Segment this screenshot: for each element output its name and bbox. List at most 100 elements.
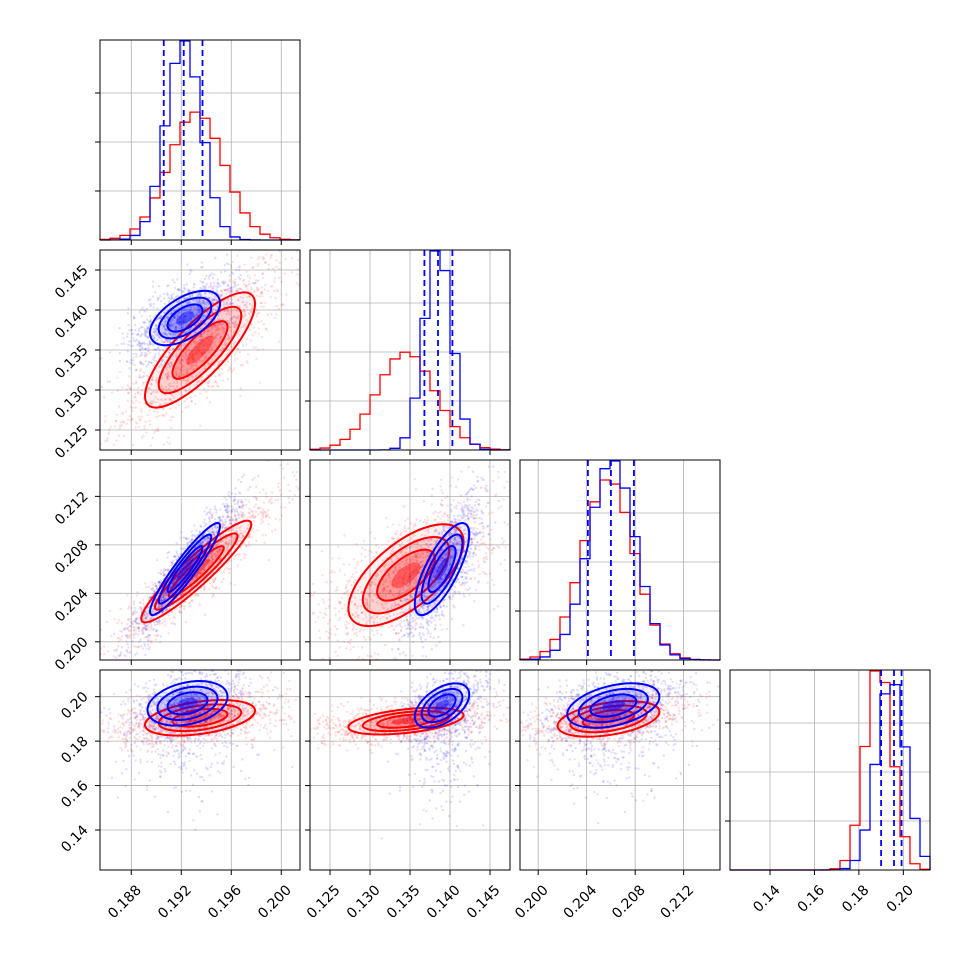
scatter-point-red: [233, 282, 236, 285]
scatter-point-blue: [247, 312, 251, 315]
scatter-point-red: [277, 486, 280, 489]
scatter-point-blue: [222, 282, 225, 285]
scatter-point-red: [170, 361, 173, 364]
scatter-point-red: [135, 399, 138, 402]
scatter-point-blue: [190, 530, 193, 533]
scatter-point-blue: [152, 348, 155, 352]
scatter-point-blue: [228, 553, 231, 556]
scatter-point-red: [417, 556, 421, 559]
scatter-point-blue: [220, 526, 223, 529]
scatter-point-blue: [216, 324, 220, 327]
scatter-point-red: [205, 559, 208, 562]
scatter-point-red: [221, 318, 225, 321]
scatter-point-blue: [163, 311, 166, 314]
scatter-point-red: [208, 582, 212, 585]
scatter-point-red: [178, 393, 181, 397]
scatter-point-blue: [228, 303, 231, 306]
scatter-point-red: [172, 621, 175, 624]
scatter-point-blue: [174, 295, 177, 299]
scatter-point-red: [478, 573, 481, 576]
scatter-point-blue: [202, 563, 205, 566]
scatter-point-red: [243, 530, 246, 533]
scatter-point-red: [263, 235, 265, 237]
scatter-point-red: [180, 605, 183, 608]
scatter-point-blue: [132, 317, 136, 320]
scatter-point-red: [296, 258, 300, 262]
scatter-point-blue: [203, 539, 206, 542]
scatter-point-red: [263, 541, 266, 544]
scatter-point-blue: [177, 311, 181, 314]
scatter-point-blue: [206, 511, 209, 515]
scatter-point-red: [124, 655, 127, 658]
scatter-point-blue: [211, 301, 214, 305]
scatter-point-red: [374, 592, 377, 596]
scatter-point-red: [261, 520, 265, 523]
scatter-point-red: [264, 492, 268, 495]
scatter-point-blue: [169, 331, 172, 335]
scatter-point-red: [255, 497, 258, 500]
panel-frame: [99, 39, 301, 241]
scatter-point-red: [159, 403, 163, 407]
scatter-point-blue: [148, 303, 151, 306]
scatter-point-red: [161, 622, 164, 625]
scatter-point-red: [215, 550, 218, 553]
scatter-point-red: [215, 555, 219, 558]
scatter-point-red: [163, 609, 166, 613]
scatter-point-red: [84, 672, 86, 674]
scatter-point-blue: [238, 491, 241, 494]
scatter-point-blue: [225, 508, 228, 511]
scatter-point-blue: [123, 628, 126, 631]
scatter-point-blue: [225, 253, 229, 256]
scatter-point-blue: [135, 617, 138, 621]
scatter-point-red: [192, 340, 195, 344]
scatter-point-blue: [204, 291, 207, 294]
scatter-point-red: [405, 584, 409, 588]
scatter-point-red: [140, 376, 144, 379]
scatter-point-blue: [175, 318, 179, 321]
scatter-point-blue: [149, 318, 153, 321]
scatter-point-red: [222, 331, 225, 334]
scatter-point-red: [207, 286, 210, 289]
scatter-point-red: [276, 290, 279, 293]
scatter-point-blue: [215, 511, 218, 514]
scatter-point-blue: [175, 542, 178, 545]
scatter-point-red: [156, 411, 159, 414]
scatter-point-blue: [224, 505, 227, 508]
scatter-point-red: [106, 380, 109, 383]
scatter-point-blue: [144, 335, 147, 338]
scatter-point-blue: [209, 318, 212, 321]
scatter-point-red: [150, 402, 153, 405]
scatter-point-red: [132, 356, 135, 359]
scatter-point-red: [497, 476, 500, 479]
scatter-point-red: [218, 558, 222, 561]
scatter-point-red: [211, 595, 214, 598]
scatter-point-blue: [180, 344, 183, 348]
scatter-point-blue: [153, 623, 156, 627]
scatter-point-red: [241, 309, 244, 313]
scatter-point-blue: [181, 320, 184, 323]
marginal-panel-1: [305, 249, 511, 455]
scatter-point-red: [262, 510, 266, 514]
scatter-point-blue: [120, 342, 123, 346]
scatter-point-blue: [146, 327, 149, 331]
scatter-point-red: [440, 503, 443, 506]
scatter-point-blue: [141, 341, 145, 345]
scatter-point-blue: [224, 521, 228, 524]
scatter-point-blue: [273, 270, 276, 273]
scatter-point-red: [168, 366, 171, 369]
scatter-point-red: [264, 533, 267, 537]
scatter-point-red: [126, 399, 130, 402]
scatter-point-blue: [183, 289, 186, 292]
scatter-point-red: [301, 472, 303, 474]
scatter-point-blue: [116, 344, 119, 347]
scatter-point-blue: [202, 285, 206, 289]
scatter-point-red: [254, 503, 258, 506]
contour-blue: [157, 533, 213, 605]
scatter-point-red: [184, 537, 187, 540]
scatter-point-red: [184, 389, 187, 393]
scatter-point-blue: [235, 510, 239, 513]
scatter-point-blue: [145, 635, 149, 638]
scatter-point-red: [227, 336, 231, 339]
scatter-point-red: [196, 373, 199, 376]
scatter-point-red: [207, 565, 210, 568]
